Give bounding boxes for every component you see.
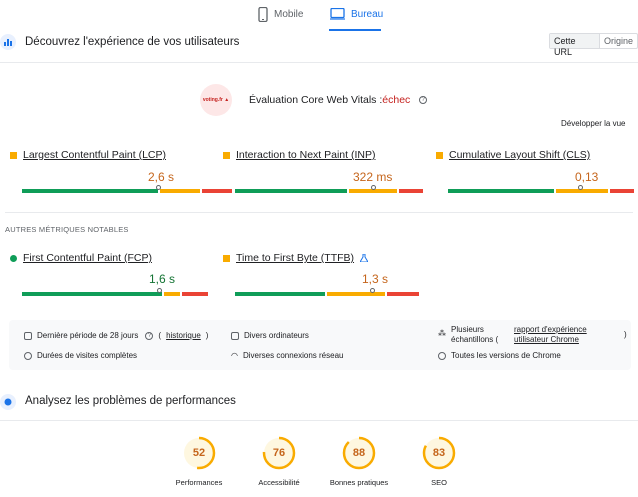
metric-inp-label[interactable]: Interaction to Next Paint (INP): [223, 149, 375, 161]
bar-marker: [156, 185, 161, 190]
bar-poor-segment: [182, 292, 208, 296]
bar-good-segment: [235, 292, 325, 296]
bar-good-segment: [22, 189, 158, 193]
tab-active-indicator: [329, 29, 381, 31]
bar-average-segment: [556, 189, 608, 193]
bar-average-segment: [327, 292, 385, 296]
url-origin-toggle: Cette URL Origine: [549, 33, 638, 57]
metric-cls-value: 0,13: [575, 170, 599, 184]
metric-fcp-value: 1,6 s: [149, 272, 176, 286]
bar-marker: [371, 185, 376, 190]
bar-marker: [578, 185, 583, 190]
metric-lcp-value: 2,6 s: [148, 170, 175, 184]
info-samples: ⁂ Plusieurs échantillons ( rapport d'exp…: [438, 325, 627, 344]
data-info-panel: [9, 320, 631, 370]
cwv-status: échec: [382, 94, 411, 106]
users-icon: [0, 34, 16, 50]
experimental-flask-icon: [360, 254, 369, 262]
performance-icon: [0, 394, 16, 410]
performance-title: Analysez les problèmes de performances: [25, 395, 236, 407]
bar-average-segment: [164, 292, 180, 296]
phone-icon: [258, 6, 268, 22]
average-square-icon: [223, 254, 230, 262]
bar-marker: [370, 288, 375, 293]
average-square-icon: [223, 151, 230, 159]
metric-cls-bar: [448, 189, 634, 193]
bar-average-segment: [349, 189, 397, 193]
average-square-icon: [10, 151, 17, 159]
other-metrics-title: AUTRES MÉTRIQUES NOTABLES: [5, 225, 129, 234]
timer-icon: [24, 351, 32, 360]
field-data-card: [0, 62, 638, 376]
best-practices-score: 88: [352, 447, 366, 459]
seo-label: SEO: [431, 478, 447, 487]
lighthouse-card: [0, 420, 638, 497]
metric-ttfb-bar: [235, 292, 419, 296]
tab-mobile[interactable]: Mobile: [258, 6, 303, 22]
tab-desktop-label: Bureau: [351, 8, 384, 20]
accessibility-gauge[interactable]: [261, 435, 297, 471]
metric-lcp-bar: [22, 189, 232, 193]
metric-ttfb-label[interactable]: Time to First Byte (TTFB): [223, 252, 369, 264]
metric-inp-value: 322 ms: [353, 170, 393, 184]
bar-average-segment: [160, 189, 200, 193]
tab-mobile-label: Mobile: [274, 8, 304, 20]
info-network: ◠ Diverses connexions réseau: [231, 351, 344, 360]
performance-score: 52: [192, 447, 206, 459]
best-practices-gauge[interactable]: [341, 435, 377, 471]
bar-good-segment: [448, 189, 554, 193]
cwv-assessment: Évaluation Core Web Vitals :échec ?: [249, 94, 428, 106]
help-icon[interactable]: ?: [419, 96, 428, 105]
seo-gauge[interactable]: [421, 435, 457, 471]
desktop-icon: [231, 331, 239, 340]
info-period: Dernière période de 28 jours ? (historiq…: [24, 331, 208, 340]
metric-cls-label[interactable]: Cumulative Layout Shift (CLS): [436, 149, 590, 161]
performance-label: Performances: [175, 478, 223, 487]
good-dot-icon: [10, 254, 17, 262]
performance-gauge[interactable]: [181, 435, 217, 471]
desktop-icon: [330, 8, 345, 20]
info-durations: Durées de visites complètes: [24, 351, 137, 360]
bar-marker: [157, 288, 162, 293]
chrome-icon: [438, 351, 446, 360]
metric-fcp-label[interactable]: First Contentful Paint (FCP): [10, 252, 152, 264]
bar-good-segment: [22, 292, 162, 296]
bar-poor-segment: [399, 189, 423, 193]
toggle-this-url[interactable]: Cette URL: [550, 34, 600, 57]
wifi-icon: ◠: [231, 351, 238, 360]
bar-poor-segment: [202, 189, 232, 193]
bar-good-segment: [235, 189, 347, 193]
site-logo: voting.fr ▲: [200, 84, 232, 116]
accessibility-label: Accessibilité: [258, 478, 300, 487]
metric-fcp-bar: [22, 292, 208, 296]
history-link[interactable]: historique: [166, 331, 201, 340]
average-square-icon: [436, 151, 443, 159]
seo-score: 83: [432, 447, 446, 459]
metric-ttfb-value: 1,3 s: [362, 272, 389, 286]
bar-poor-segment: [610, 189, 634, 193]
info-devices: Divers ordinateurs: [231, 331, 309, 340]
toggle-origin[interactable]: Origine: [603, 36, 633, 46]
best-practices-label: Bonnes pratiques: [329, 478, 389, 487]
crux-report-link[interactable]: rapport d'expérience utilisateur Chrome: [514, 325, 587, 344]
tab-desktop[interactable]: Bureau: [330, 6, 383, 22]
expand-view-link[interactable]: Développer la vue: [561, 119, 626, 128]
accessibility-score: 76: [272, 447, 286, 459]
samples-icon: ⁂: [438, 329, 446, 338]
help-icon[interactable]: ?: [145, 331, 154, 340]
bar-poor-segment: [387, 292, 419, 296]
experience-title: Découvrez l'expérience de vos utilisateu…: [25, 36, 240, 48]
calendar-icon: [24, 331, 32, 340]
info-chrome: Toutes les versions de Chrome: [438, 351, 561, 360]
metric-inp-bar: [235, 189, 423, 193]
divider: [5, 212, 633, 213]
metric-lcp-label[interactable]: Largest Contentful Paint (LCP): [10, 149, 166, 161]
